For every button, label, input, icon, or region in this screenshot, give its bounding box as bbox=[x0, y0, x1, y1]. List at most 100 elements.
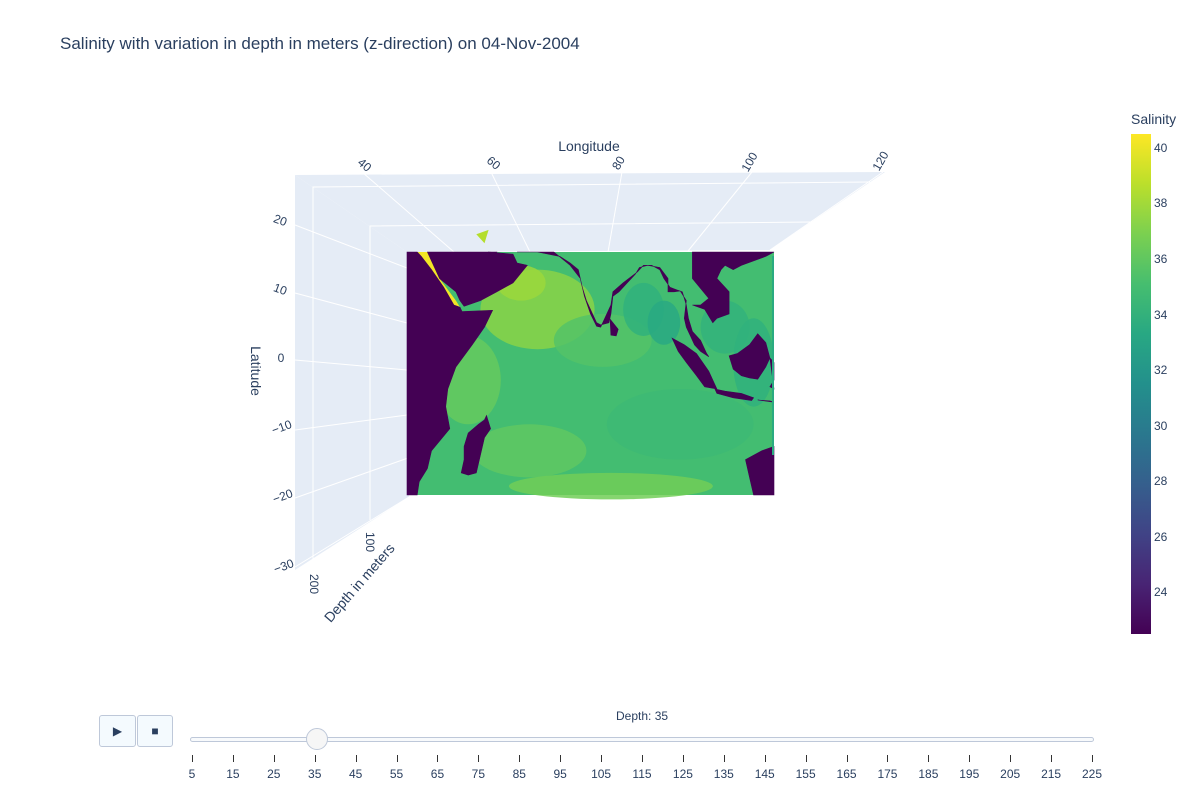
slider-step-tick bbox=[642, 755, 643, 762]
slider-step-label[interactable]: 25 bbox=[267, 767, 281, 781]
gulf-salinity bbox=[476, 229, 489, 244]
depth-gridline bbox=[369, 221, 813, 520]
colorbar bbox=[1131, 134, 1151, 634]
longitude-gridline bbox=[687, 171, 753, 252]
salinity-patch bbox=[647, 300, 681, 345]
longitude-gridline bbox=[361, 171, 455, 253]
x-tick-label: 60 bbox=[484, 153, 503, 173]
slider-step-label[interactable]: 85 bbox=[512, 767, 526, 781]
slider-step-label[interactable]: 5 bbox=[188, 767, 196, 781]
side-wall-plane bbox=[295, 175, 409, 570]
salinity-patch bbox=[472, 424, 587, 478]
slider-step-label[interactable]: 15 bbox=[226, 767, 240, 781]
colorbar-tick-label: 34 bbox=[1154, 307, 1168, 322]
depth-slider-track[interactable] bbox=[190, 737, 1094, 742]
land-mask bbox=[757, 399, 775, 403]
depth-gridline bbox=[312, 181, 871, 560]
land-mask bbox=[728, 333, 771, 380]
slider-step-label[interactable]: 75 bbox=[471, 767, 486, 781]
latitude-gridline bbox=[294, 292, 408, 324]
grid-lines bbox=[294, 171, 884, 568]
x-tick-label: 100 bbox=[738, 150, 760, 175]
slider-step-label[interactable]: 165 bbox=[836, 767, 857, 781]
play-icon: ▶ bbox=[112, 724, 123, 738]
colorbar-tick-label: 28 bbox=[1154, 474, 1168, 489]
y-tick-label: −10 bbox=[270, 417, 294, 437]
slider-step-label[interactable]: 225 bbox=[1081, 767, 1103, 781]
slider-step-tick bbox=[273, 755, 275, 762]
slider-step-tick bbox=[1051, 755, 1053, 762]
slider-step-tick bbox=[682, 755, 684, 762]
y-tick-label: 20 bbox=[272, 211, 290, 229]
colorbar-tick-label: 26 bbox=[1154, 529, 1168, 544]
latitude-gridline bbox=[294, 359, 408, 371]
chart-title: Salinity with variation in depth in mete… bbox=[60, 34, 580, 53]
y-tick-label: −20 bbox=[271, 486, 295, 506]
colorbar-tick-label: 36 bbox=[1154, 252, 1168, 266]
slider-step-label[interactable]: 95 bbox=[553, 767, 567, 781]
salinity-patch bbox=[553, 313, 652, 367]
colorbar-tick-label: 24 bbox=[1154, 585, 1168, 600]
land-mask bbox=[692, 251, 775, 324]
depth-slider-handle[interactable] bbox=[305, 728, 328, 750]
z-tick-label: 200 bbox=[307, 574, 321, 594]
slider-step-label[interactable]: 35 bbox=[308, 767, 322, 781]
slider-step-tick bbox=[396, 755, 398, 762]
slider-step-tick bbox=[723, 755, 725, 762]
latitude-gridline bbox=[294, 414, 408, 431]
colorbar-tick-label: 38 bbox=[1154, 196, 1168, 211]
land-mask bbox=[745, 445, 775, 496]
slider-step-label[interactable]: 185 bbox=[918, 767, 939, 781]
slider-step-label[interactable]: 155 bbox=[795, 767, 816, 781]
slider-step-label[interactable]: 135 bbox=[713, 767, 734, 781]
slider-step-label[interactable]: 105 bbox=[591, 767, 612, 781]
latitude-gridline bbox=[294, 457, 409, 499]
slider-step-label[interactable]: 45 bbox=[348, 767, 363, 781]
slider-step-label[interactable]: 145 bbox=[754, 767, 775, 781]
colorbar-tick-label: 30 bbox=[1154, 418, 1168, 433]
land-mask bbox=[714, 388, 755, 401]
slider-step-label[interactable]: 205 bbox=[1000, 767, 1021, 781]
slider-step-tick bbox=[764, 755, 766, 762]
slider-step-label[interactable]: 175 bbox=[877, 767, 898, 781]
slider-step-tick bbox=[478, 755, 480, 762]
slider-step-tick bbox=[969, 755, 971, 762]
slider-step-label[interactable]: 215 bbox=[1041, 767, 1062, 781]
salinity-patch bbox=[508, 472, 713, 500]
y-tick-label: 10 bbox=[272, 280, 290, 298]
slider-step-tick bbox=[928, 755, 930, 762]
slider-step-tick bbox=[1010, 755, 1012, 762]
slider-step-label[interactable]: 65 bbox=[430, 767, 445, 781]
slider-step-tick bbox=[1092, 755, 1093, 762]
salinity-heatmap-surface[interactable] bbox=[406, 229, 775, 500]
colorbar-title: Salinity bbox=[1131, 111, 1177, 127]
slider-step-tick bbox=[232, 755, 234, 762]
land-mask bbox=[517, 251, 710, 357]
slider-step-tick bbox=[519, 755, 521, 762]
slider-step-label[interactable]: 195 bbox=[959, 767, 980, 781]
stop-button[interactable]: ■ bbox=[137, 715, 173, 747]
slider-step-tick bbox=[887, 755, 889, 762]
slider-step-tick bbox=[314, 755, 316, 762]
stop-icon: ■ bbox=[151, 724, 159, 738]
x-tick-label: 80 bbox=[609, 153, 628, 172]
slider-step-label[interactable]: 125 bbox=[672, 767, 693, 781]
depth-slider-label: Depth: 35 bbox=[616, 709, 669, 723]
z-tick-label: 100 bbox=[363, 532, 377, 552]
slider-step-tick bbox=[355, 755, 357, 762]
slider-step-tick bbox=[560, 755, 562, 762]
longitude-gridline bbox=[769, 171, 884, 251]
colorbar-tick-label: 40 bbox=[1154, 140, 1168, 155]
land-mask bbox=[487, 251, 498, 257]
play-button[interactable]: ▶ bbox=[99, 715, 136, 747]
land-mask bbox=[460, 414, 491, 476]
z-axis-title: Depth in meters bbox=[321, 540, 398, 625]
slider-step-label[interactable]: 115 bbox=[632, 767, 652, 781]
latitude-gridline bbox=[294, 224, 408, 269]
slider-step-label[interactable]: 55 bbox=[389, 767, 404, 781]
salinity-patch bbox=[606, 388, 754, 460]
slider-step-tick bbox=[437, 755, 439, 762]
slider-step-tick bbox=[846, 755, 848, 762]
